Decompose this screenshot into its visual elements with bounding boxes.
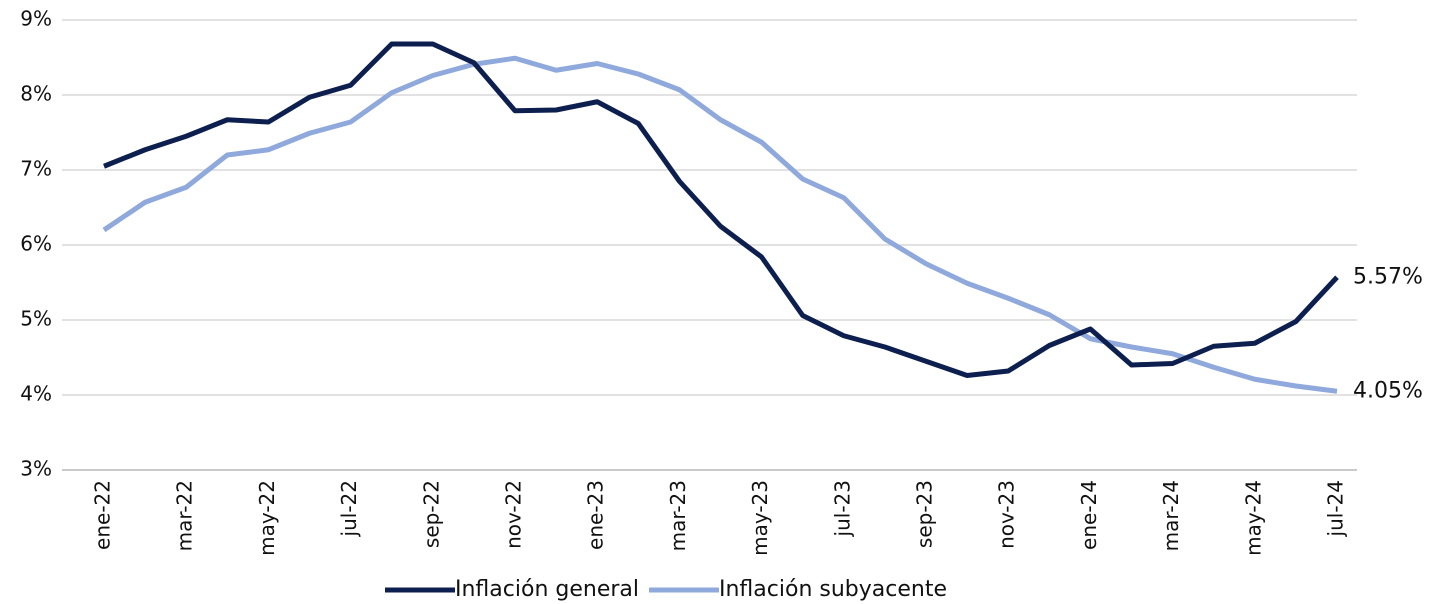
x-tick-label: may-24 — [1241, 480, 1265, 556]
legend-label: Inflación subyacente — [719, 577, 947, 602]
y-tick-label: 6% — [20, 232, 52, 256]
x-tick-label: may-23 — [748, 480, 772, 556]
x-tick-label: jul-24 — [1324, 480, 1348, 537]
x-tick-label: sep-23 — [913, 480, 937, 548]
x-tick-label: ene-22 — [91, 480, 115, 550]
x-tick-label: jul-23 — [830, 480, 854, 537]
y-tick-label: 9% — [20, 7, 52, 31]
y-tick-label: 4% — [20, 382, 52, 406]
series-line — [103, 41, 1339, 378]
data-label: 5.57% — [1353, 264, 1423, 289]
series-line — [102, 55, 1338, 394]
x-tick-label: mar-24 — [1159, 480, 1183, 551]
y-tick-label: 3% — [20, 457, 52, 481]
data-label: 4.05% — [1353, 378, 1423, 403]
x-tick-label: nov-22 — [502, 480, 526, 549]
x-tick-label: jul-22 — [337, 480, 361, 537]
x-tick-label: nov-23 — [995, 480, 1019, 549]
x-tick-label: ene-23 — [584, 480, 608, 550]
y-tick-label: 5% — [20, 307, 52, 331]
x-tick-label: may-22 — [255, 480, 279, 556]
x-tick-label: mar-22 — [173, 480, 197, 551]
y-tick-label: 7% — [20, 157, 52, 181]
legend-label: Inflación general — [455, 577, 639, 602]
x-tick-label: sep-22 — [419, 480, 443, 548]
x-tick-label: ene-24 — [1077, 480, 1101, 550]
x-tick-label: mar-23 — [666, 480, 690, 551]
y-tick-label: 8% — [20, 82, 52, 106]
